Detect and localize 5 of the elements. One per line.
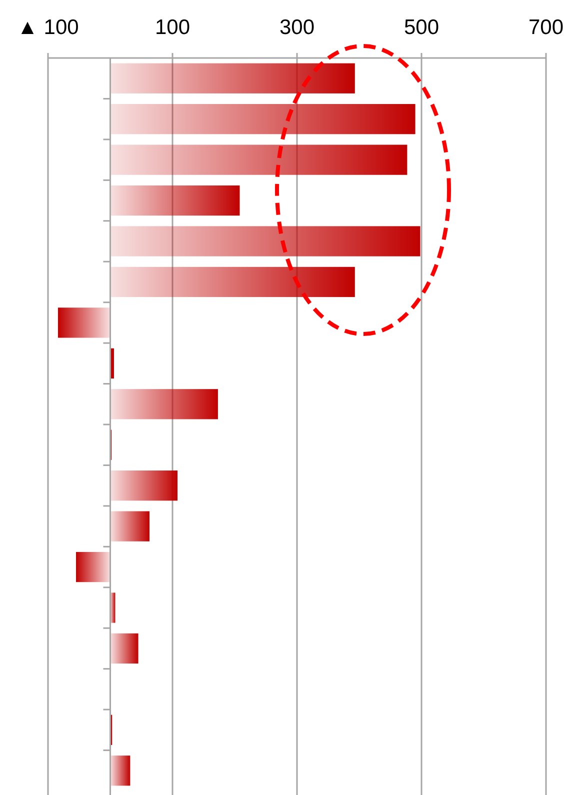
- x-tick-label: 300: [279, 16, 315, 39]
- x-tick-label: 100: [154, 16, 190, 39]
- x-tick-label: 500: [404, 16, 440, 39]
- x-tick-label: 700: [528, 16, 564, 39]
- x-tick-label: ▲ 100: [17, 16, 79, 39]
